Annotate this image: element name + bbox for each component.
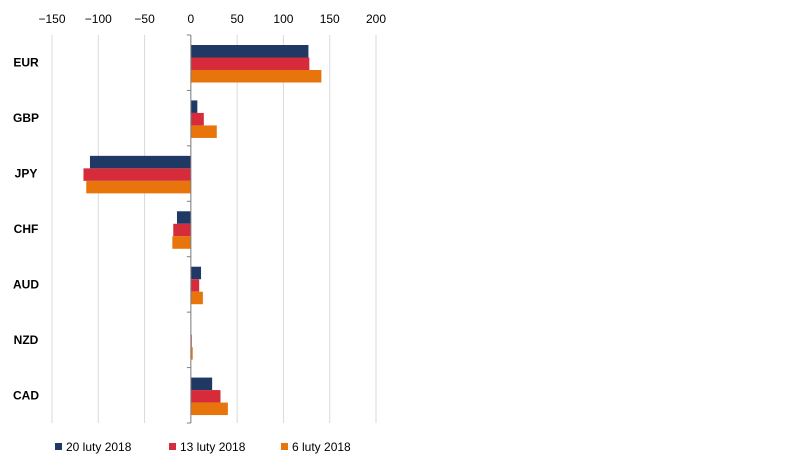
x-tick-label: −100 bbox=[85, 12, 112, 26]
category-label: NZD bbox=[14, 333, 39, 347]
legend: 20 luty 2018 13 luty 2018 6 luty 2018 bbox=[55, 440, 351, 454]
bar-eur-series-2 bbox=[190, 57, 310, 70]
bar-eur-series-3 bbox=[190, 70, 322, 83]
bar-gbp-series-1 bbox=[190, 100, 198, 113]
legend-swatch bbox=[169, 443, 176, 450]
category-label: CAD bbox=[13, 388, 39, 402]
bar-cad-series-2 bbox=[190, 390, 221, 403]
x-tick-label: 100 bbox=[273, 12, 293, 26]
bar-jpy-series-2 bbox=[83, 168, 191, 181]
bar-jpy-series-3 bbox=[86, 180, 191, 194]
bar-aud-series-3 bbox=[190, 291, 203, 305]
category-label: JPY bbox=[15, 167, 38, 181]
x-tick-labels: −150 −100 −50 0 50 100 150 200 bbox=[38, 12, 386, 26]
category-label: EUR bbox=[13, 56, 39, 70]
bar-chf-series-3 bbox=[172, 236, 191, 249]
bar-gbp-series-2 bbox=[190, 112, 204, 126]
category-labels: EUR GBP JPY CHF AUD NZD CAD bbox=[13, 56, 39, 403]
x-tick-label: 200 bbox=[366, 12, 386, 26]
gridlines bbox=[51, 35, 377, 423]
bar-eur-series-1 bbox=[190, 45, 309, 58]
legend-swatch bbox=[281, 443, 288, 450]
bars bbox=[83, 45, 322, 416]
x-tick-label: 0 bbox=[188, 12, 195, 26]
legend-label: 6 luty 2018 bbox=[292, 440, 351, 454]
category-label: GBP bbox=[13, 111, 39, 125]
legend-label: 13 luty 2018 bbox=[180, 440, 246, 454]
bar-gbp-series-3 bbox=[190, 125, 217, 138]
bar-aud-series-2 bbox=[190, 279, 200, 292]
category-label: AUD bbox=[13, 277, 39, 291]
category-label: CHF bbox=[14, 222, 39, 236]
x-tick-label: 150 bbox=[320, 12, 340, 26]
legend-swatch bbox=[55, 443, 62, 450]
bar-nzd-series-3 bbox=[190, 347, 193, 360]
bar-chf-series-1 bbox=[176, 211, 191, 224]
bar-chf-series-2 bbox=[173, 223, 191, 237]
bar-aud-series-1 bbox=[190, 266, 202, 280]
x-tick-label: 50 bbox=[230, 12, 244, 26]
bar-cad-series-3 bbox=[190, 402, 228, 416]
legend-label: 20 luty 2018 bbox=[66, 440, 132, 454]
bar-jpy-series-1 bbox=[89, 155, 191, 169]
x-tick-label: −50 bbox=[134, 12, 155, 26]
x-tick-label: −150 bbox=[38, 12, 65, 26]
bar-cad-series-1 bbox=[190, 377, 213, 391]
axes bbox=[186, 34, 192, 424]
